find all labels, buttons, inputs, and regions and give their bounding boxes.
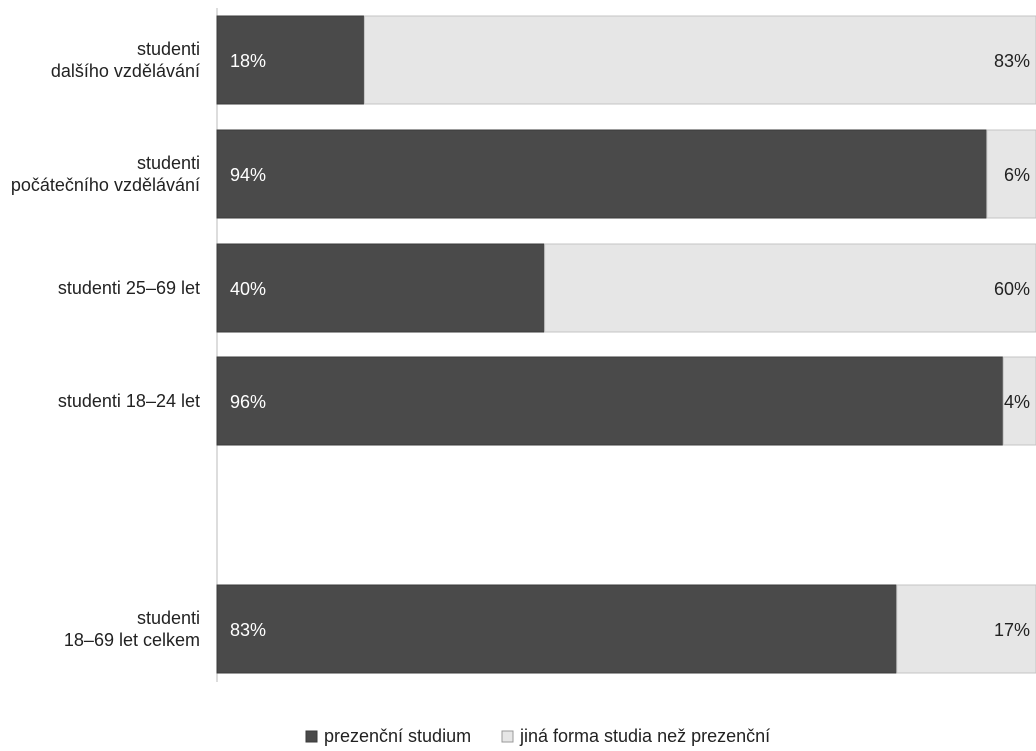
category-label: studenti dalšího vzdělávání — [51, 39, 200, 81]
bar-segment-prezencni — [216, 243, 546, 333]
legend-swatch — [501, 730, 514, 743]
value-label-prezencni: 94% — [230, 165, 266, 185]
legend-label: jiná forma studia než prezenční — [519, 726, 770, 746]
category-label-line: studenti — [137, 608, 200, 628]
category-label: studenti 18–69 let celkem — [64, 608, 200, 650]
category-label-line: 18–69 let celkem — [64, 630, 200, 650]
bar-segment-prezencni — [216, 129, 988, 219]
bar-group: studenti dalšího vzdělávání 18% 83% — [51, 15, 1036, 105]
bar-group: studenti 25–69 let 40% 60% — [58, 243, 1036, 333]
legend-item-jina-forma: jiná forma studia než prezenční — [501, 726, 770, 746]
bar-segment-prezencni — [216, 356, 1004, 446]
category-label-line: studenti 25–69 let — [58, 278, 200, 298]
value-label-jina-forma: 6% — [1004, 165, 1030, 185]
category-label: studenti 25–69 let — [58, 278, 200, 298]
bar-segment-prezencni — [216, 584, 898, 674]
bar-group: studenti 18–69 let celkem 83% 17% — [64, 584, 1036, 674]
category-label: studenti 18–24 let — [58, 391, 200, 411]
value-label-jina-forma: 4% — [1004, 392, 1030, 412]
bar-segment-prezencni — [216, 15, 365, 105]
bars-layer: studenti dalšího vzdělávání 18% 83%studenti… — [11, 15, 1036, 674]
legend: prezenční studium jiná forma studia než p… — [305, 726, 770, 746]
category-label-line: studenti — [137, 39, 200, 59]
category-label-line: studenti 18–24 let — [58, 391, 200, 411]
value-label-prezencni: 40% — [230, 279, 266, 299]
value-label-prezencni: 96% — [230, 392, 266, 412]
bar-segment-jina-forma — [544, 243, 1036, 333]
legend-label: prezenční studium — [324, 726, 471, 746]
bar-segment-jina-forma — [363, 15, 1036, 105]
bar-segment-jina-forma — [986, 129, 1036, 219]
bar-group: studenti 18–24 let 96% 4% — [58, 356, 1036, 446]
legend-item-prezencni: prezenční studium — [305, 726, 471, 746]
category-label: studenti počátečního vzdělávání — [11, 153, 200, 195]
value-label-prezencni: 18% — [230, 51, 266, 71]
bar-segment-jina-forma — [896, 584, 1036, 674]
value-label-jina-forma: 83% — [994, 51, 1030, 71]
bar-segment-jina-forma — [1002, 356, 1036, 446]
legend-swatch — [305, 730, 318, 743]
bar-group: studenti počátečního vzdělávání 94% 6% — [11, 129, 1036, 219]
category-label-line: studenti — [137, 153, 200, 173]
value-label-jina-forma: 60% — [994, 279, 1030, 299]
value-label-jina-forma: 17% — [994, 620, 1030, 640]
category-label-line: počátečního vzdělávání — [11, 175, 200, 195]
category-label-line: dalšího vzdělávání — [51, 61, 200, 81]
value-label-prezencni: 83% — [230, 620, 266, 640]
